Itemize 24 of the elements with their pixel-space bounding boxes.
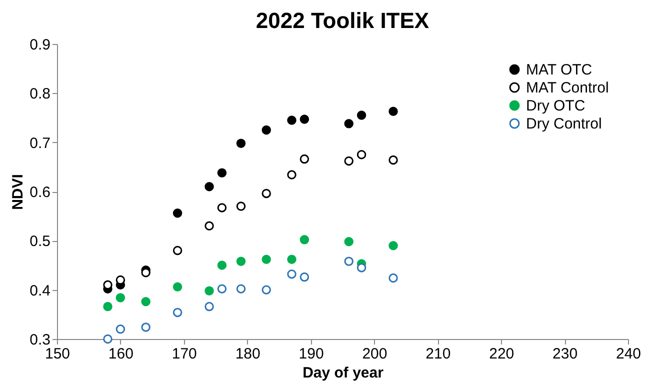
legend-label: MAT OTC <box>526 62 592 78</box>
x-tick-label: 200 <box>362 346 388 362</box>
y-tick-label: 0.6 <box>30 184 50 201</box>
y-tick-label: 0.9 <box>30 36 50 54</box>
legend-label: Dry Control <box>526 116 602 132</box>
x-tick-label: 210 <box>426 346 451 362</box>
legend-label: Dry OTC <box>526 98 586 114</box>
x-tick-label: 150 <box>44 346 70 362</box>
legend-label: MAT Control <box>526 80 609 96</box>
x-tick-label: 220 <box>489 346 514 362</box>
chart-title: 2022 Toolik ITEX <box>256 8 430 33</box>
y-tick-label: 0.5 <box>30 233 50 250</box>
x-tick-label: 190 <box>298 346 324 362</box>
x-tick-label: 240 <box>616 346 642 362</box>
y-tick-label: 0.8 <box>30 86 50 103</box>
y-tick-label: 0.3 <box>30 332 50 348</box>
x-tick-label: 230 <box>552 346 578 362</box>
x-tick-label: 180 <box>235 346 260 362</box>
y-axis-title: NDVI <box>10 174 27 210</box>
x-axis-title: Day of year <box>302 364 384 382</box>
y-tick-label: 0.4 <box>30 282 50 300</box>
x-tick-label: 160 <box>108 346 134 362</box>
x-tick-label: 170 <box>172 346 197 362</box>
y-tick-label: 0.7 <box>30 134 50 152</box>
